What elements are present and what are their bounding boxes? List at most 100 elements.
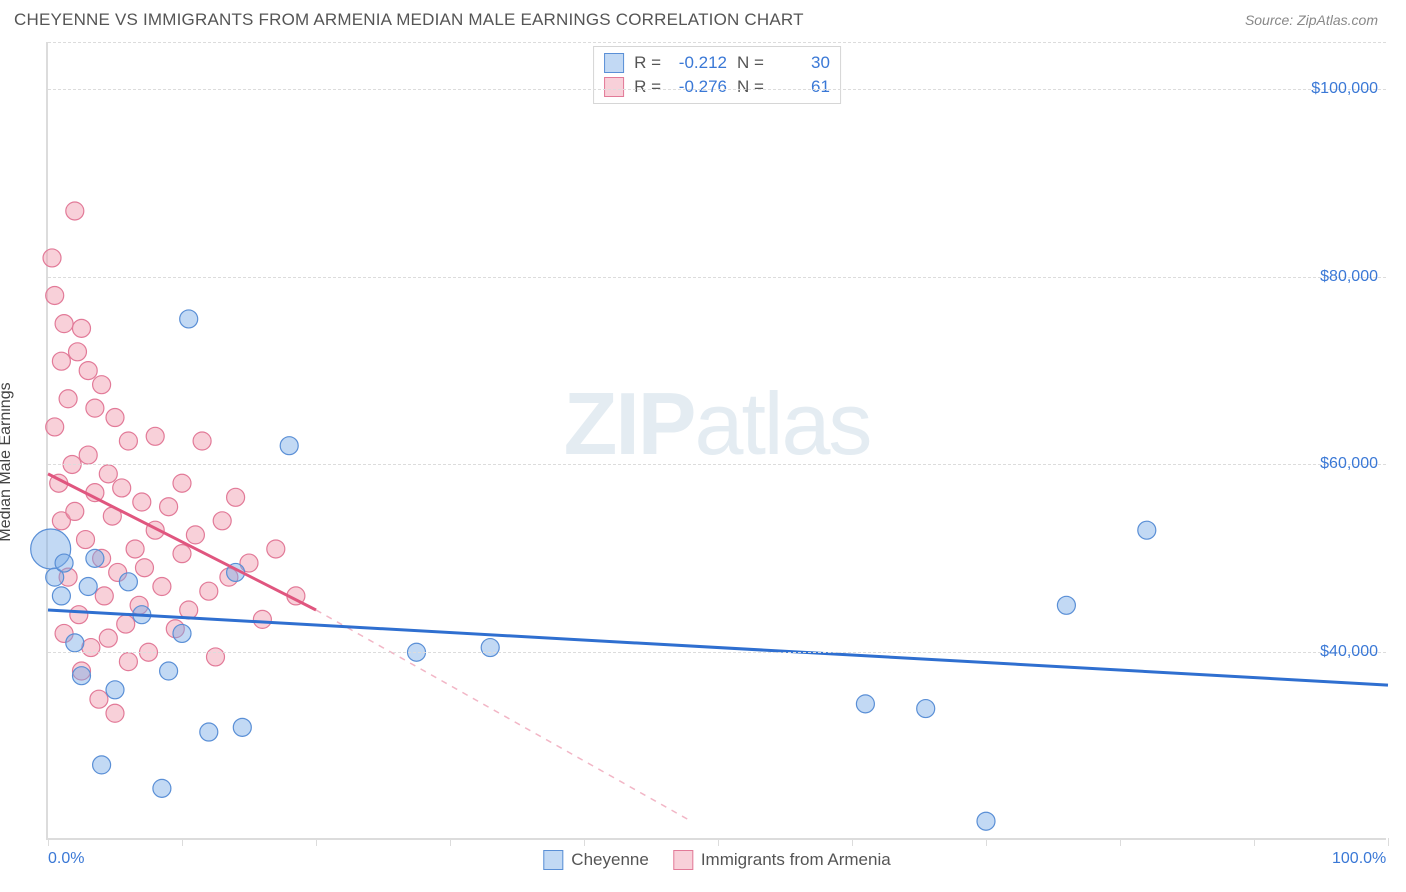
data-point — [79, 446, 97, 464]
data-point — [280, 437, 298, 455]
legend-label-cheyenne: Cheyenne — [571, 850, 649, 870]
data-point — [1138, 521, 1156, 539]
x-tick — [986, 838, 987, 846]
data-point — [227, 488, 245, 506]
data-point — [917, 700, 935, 718]
data-point — [77, 531, 95, 549]
data-point — [46, 418, 64, 436]
plot-area: ZIPatlas R = -0.212 N = 30 R = -0.276 N … — [46, 42, 1386, 840]
data-point — [119, 432, 137, 450]
x-tick — [1388, 838, 1389, 846]
data-point — [160, 498, 178, 516]
trend-line — [48, 610, 1388, 685]
data-point — [153, 779, 171, 797]
data-point — [52, 352, 70, 370]
data-point — [70, 606, 88, 624]
data-point — [193, 432, 211, 450]
data-point — [86, 399, 104, 417]
r-value-pink: -0.276 — [671, 77, 727, 97]
data-point — [207, 648, 225, 666]
data-point — [856, 695, 874, 713]
data-point — [146, 427, 164, 445]
data-point — [43, 249, 61, 267]
data-point — [73, 667, 91, 685]
data-point — [79, 578, 97, 596]
data-point — [126, 540, 144, 558]
gridline — [48, 652, 1386, 653]
r-label: R = — [634, 53, 661, 73]
legend-series: Cheyenne Immigrants from Armenia — [543, 850, 890, 870]
gridline — [48, 42, 1386, 43]
data-point — [153, 578, 171, 596]
data-point — [99, 465, 117, 483]
n-value-pink: 61 — [774, 77, 830, 97]
legend-stats: R = -0.212 N = 30 R = -0.276 N = 61 — [593, 46, 841, 104]
data-point — [173, 474, 191, 492]
data-point — [135, 559, 153, 577]
y-tick-label: $40,000 — [1320, 643, 1378, 661]
r-value-blue: -0.212 — [671, 53, 727, 73]
swatch-blue-icon — [604, 53, 624, 73]
gridline — [48, 89, 1386, 90]
data-point — [82, 639, 100, 657]
data-point — [106, 704, 124, 722]
data-point — [253, 610, 271, 628]
r-label: R = — [634, 77, 661, 97]
data-point — [233, 718, 251, 736]
data-point — [106, 681, 124, 699]
data-point — [66, 634, 84, 652]
x-tick — [1254, 838, 1255, 846]
x-tick — [450, 838, 451, 846]
data-point — [106, 409, 124, 427]
data-point — [213, 512, 231, 530]
data-point — [90, 690, 108, 708]
data-point — [66, 502, 84, 520]
n-value-blue: 30 — [774, 53, 830, 73]
y-tick-label: $80,000 — [1320, 268, 1378, 286]
data-point — [79, 362, 97, 380]
data-point — [86, 549, 104, 567]
data-point — [93, 376, 111, 394]
data-point — [481, 639, 499, 657]
legend-stats-row-pink: R = -0.276 N = 61 — [604, 75, 830, 99]
data-point — [117, 615, 135, 633]
y-tick-label: $100,000 — [1311, 80, 1378, 98]
chart-container: Median Male Earnings ZIPatlas R = -0.212… — [14, 42, 1392, 882]
data-point — [46, 286, 64, 304]
data-point — [1057, 596, 1075, 614]
data-point — [186, 526, 204, 544]
x-tick-label: 0.0% — [48, 850, 84, 868]
data-point — [52, 587, 70, 605]
legend-item-cheyenne: Cheyenne — [543, 850, 649, 870]
data-point — [55, 315, 73, 333]
legend-label-armenia: Immigrants from Armenia — [701, 850, 891, 870]
x-tick — [852, 838, 853, 846]
data-point — [200, 582, 218, 600]
data-point — [55, 554, 73, 572]
n-label: N = — [737, 77, 764, 97]
legend-item-armenia: Immigrants from Armenia — [673, 850, 891, 870]
data-point — [113, 479, 131, 497]
x-tick — [182, 838, 183, 846]
gridline — [48, 464, 1386, 465]
data-point — [99, 629, 117, 647]
data-point — [119, 573, 137, 591]
n-label: N = — [737, 53, 764, 73]
data-point — [59, 390, 77, 408]
source-label: Source: ZipAtlas.com — [1245, 12, 1378, 28]
data-point — [173, 624, 191, 642]
x-tick — [584, 838, 585, 846]
data-point — [66, 202, 84, 220]
y-axis-label: Median Male Earnings — [0, 382, 15, 541]
x-tick — [316, 838, 317, 846]
data-point — [68, 343, 86, 361]
chart-title: CHEYENNE VS IMMIGRANTS FROM ARMENIA MEDI… — [14, 10, 804, 30]
data-point — [160, 662, 178, 680]
data-point — [133, 493, 151, 511]
x-tick-label: 100.0% — [1332, 850, 1386, 868]
data-point — [95, 587, 113, 605]
gridline — [48, 277, 1386, 278]
data-point — [73, 319, 91, 337]
plot-svg — [48, 42, 1386, 838]
legend-stats-row-blue: R = -0.212 N = 30 — [604, 51, 830, 75]
